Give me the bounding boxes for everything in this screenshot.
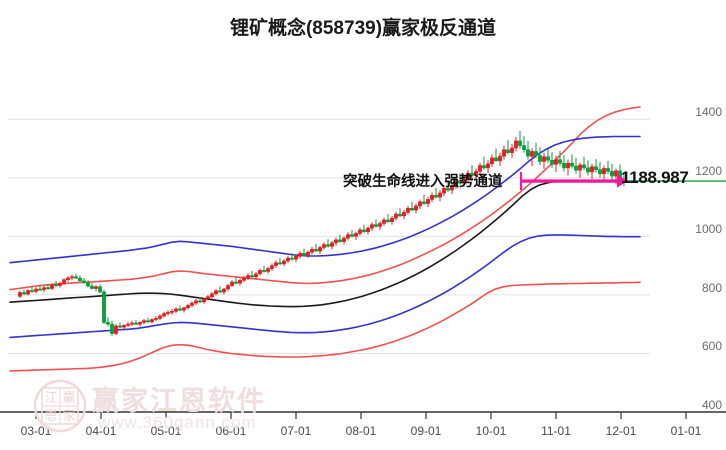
price-band-lines: [9, 106, 641, 372]
x-axis-tick-label: 11-01: [541, 424, 571, 438]
chart-title: 锂矿概念(858739)赢家极反通道: [229, 18, 497, 39]
current-price-label: 1188.987: [621, 168, 689, 187]
y-axis-tick-label: 400: [701, 398, 722, 412]
x-axis-tick-label: 05-01: [150, 424, 182, 438]
x-axis-tick-label: 09-01: [410, 424, 442, 438]
candlesticks: [18, 130, 626, 336]
x-axis-tick-label: 06-01: [215, 424, 247, 438]
axis-lines: [0, 411, 726, 419]
x-axis-tick-label: 01-01: [670, 424, 702, 438]
x-axis-tick-label: 08-01: [345, 424, 377, 438]
y-axis-tick-label: 1000: [695, 222, 722, 237]
x-axis-tick-label: 04-01: [85, 424, 117, 438]
x-axis-tick-label: 07-01: [280, 424, 312, 438]
y-axis-tick-label: 800: [701, 280, 722, 295]
x-axis-tick-label: 03-01: [20, 424, 52, 438]
x-axis-tick-label: 12-01: [605, 424, 637, 438]
y-axis-tick-label: 600: [701, 339, 722, 354]
x-axis-tick-label: 10-01: [475, 424, 507, 438]
y-axis-tick-label: 1400: [695, 105, 722, 120]
breakout-annotation-label: 突破生命线进入强势通道: [343, 174, 503, 190]
y-axis-tick-label: 1200: [695, 163, 722, 178]
annotation-arrow: [519, 172, 628, 191]
gridlines: [8, 118, 650, 413]
